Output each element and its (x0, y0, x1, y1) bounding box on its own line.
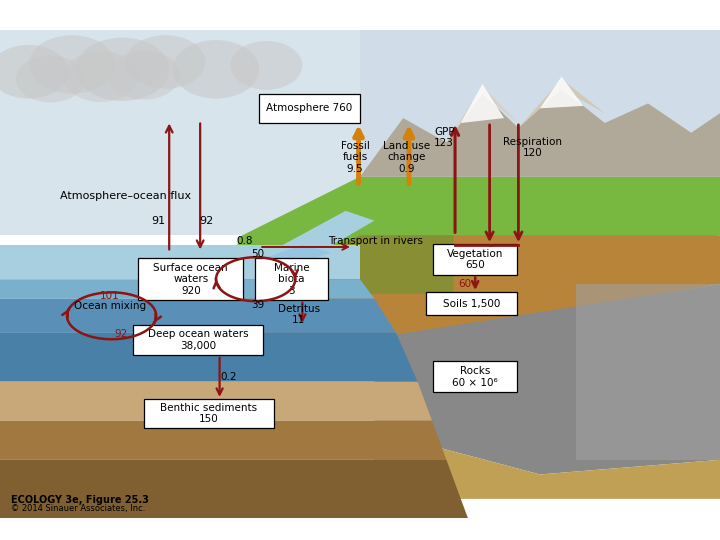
Text: Detritus
11: Detritus 11 (278, 303, 320, 325)
Text: 0.2: 0.2 (221, 372, 237, 382)
Polygon shape (238, 235, 720, 338)
Text: Figure 25.3  The Global Carbon Cycle: Figure 25.3 The Global Carbon Cycle (9, 9, 293, 24)
FancyBboxPatch shape (138, 258, 243, 300)
Polygon shape (0, 382, 432, 421)
Polygon shape (461, 84, 504, 123)
Text: Surface ocean
waters
920: Surface ocean waters 920 (153, 262, 228, 296)
Polygon shape (446, 86, 518, 143)
FancyBboxPatch shape (143, 399, 274, 428)
Polygon shape (374, 430, 720, 499)
Polygon shape (0, 421, 446, 460)
Circle shape (173, 40, 259, 99)
Polygon shape (374, 284, 720, 475)
Text: 92: 92 (114, 329, 127, 339)
Text: Rocks
60 × 10⁶: Rocks 60 × 10⁶ (452, 366, 498, 388)
Polygon shape (518, 79, 605, 128)
Text: Ocean mixing: Ocean mixing (74, 301, 146, 311)
Text: 91: 91 (151, 215, 166, 226)
Text: 92: 92 (199, 215, 214, 226)
Polygon shape (238, 211, 374, 279)
Polygon shape (0, 460, 468, 518)
Text: 50: 50 (251, 249, 264, 259)
Text: Soils 1,500: Soils 1,500 (443, 299, 500, 308)
FancyBboxPatch shape (433, 361, 517, 393)
Circle shape (108, 51, 180, 99)
FancyBboxPatch shape (133, 325, 264, 355)
Polygon shape (576, 284, 720, 460)
Text: Atmosphere–ocean flux: Atmosphere–ocean flux (60, 191, 192, 201)
Text: 39: 39 (251, 300, 264, 309)
Circle shape (126, 35, 205, 89)
Text: Fossil
fuels
9.5: Fossil fuels 9.5 (341, 140, 369, 174)
Circle shape (16, 56, 85, 103)
Text: Transport in rivers: Transport in rivers (328, 236, 423, 246)
Text: Marine
biota
3: Marine biota 3 (274, 262, 310, 296)
Polygon shape (259, 245, 331, 266)
Text: Deep ocean waters
38,000: Deep ocean waters 38,000 (148, 329, 248, 351)
Text: Atmosphere 760: Atmosphere 760 (266, 103, 353, 113)
Text: GPP
123: GPP 123 (434, 127, 454, 148)
Circle shape (0, 45, 68, 99)
Polygon shape (0, 245, 360, 279)
Polygon shape (0, 299, 396, 333)
Polygon shape (360, 30, 720, 216)
Circle shape (63, 51, 138, 102)
Text: 101: 101 (100, 291, 120, 301)
Text: © 2014 Sinauer Associates, Inc.: © 2014 Sinauer Associates, Inc. (11, 504, 145, 513)
FancyBboxPatch shape (426, 292, 517, 315)
Text: Respiration
120: Respiration 120 (503, 137, 562, 158)
Text: 60: 60 (458, 279, 471, 289)
Polygon shape (0, 333, 418, 382)
Polygon shape (238, 177, 720, 294)
Text: Land use
change
0.9: Land use change 0.9 (383, 140, 431, 174)
FancyBboxPatch shape (433, 244, 517, 275)
Text: Benthic sediments
150: Benthic sediments 150 (161, 403, 257, 424)
Polygon shape (540, 77, 583, 109)
Polygon shape (0, 279, 374, 299)
Circle shape (29, 35, 115, 94)
Circle shape (230, 41, 302, 90)
Circle shape (76, 38, 169, 101)
Polygon shape (238, 235, 454, 294)
Text: ECOLOGY 3e, Figure 25.3: ECOLOGY 3e, Figure 25.3 (11, 495, 148, 505)
Polygon shape (0, 30, 360, 235)
Text: 0.8: 0.8 (237, 236, 253, 246)
Polygon shape (360, 89, 720, 177)
Text: Vegetation
650: Vegetation 650 (447, 249, 503, 271)
FancyBboxPatch shape (256, 258, 328, 300)
FancyBboxPatch shape (259, 94, 360, 123)
